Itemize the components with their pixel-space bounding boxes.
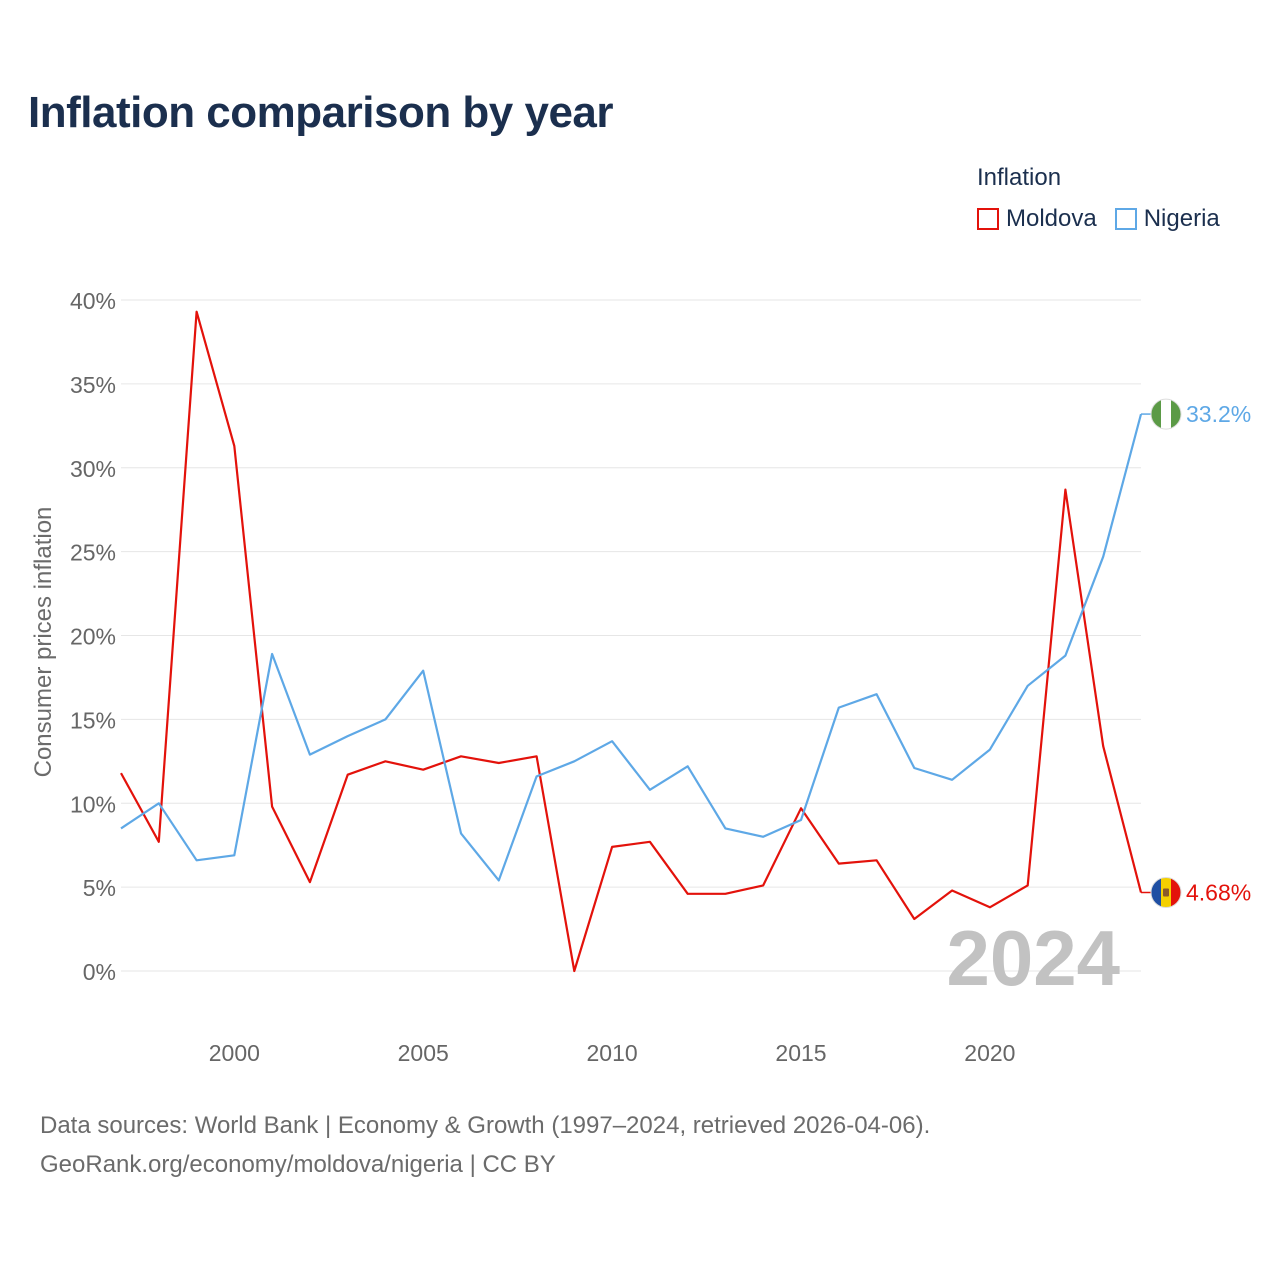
x-tick-label: 2000 [209, 1040, 260, 1066]
y-axis-label: Consumer prices inflation [30, 507, 57, 778]
data-point-nigeria[interactable] [834, 703, 844, 713]
legend-title: Inflation [977, 164, 1062, 191]
data-point-nigeria[interactable] [456, 828, 466, 838]
y-tick-label: 10% [70, 791, 116, 817]
y-tick-label: 40% [70, 288, 116, 314]
data-point-moldova[interactable] [645, 837, 655, 847]
data-point-moldova[interactable] [494, 758, 504, 768]
data-point-nigeria[interactable] [947, 775, 957, 785]
data-point-moldova[interactable] [947, 885, 957, 895]
y-tick-label: 35% [70, 372, 116, 398]
nigeria-flag-icon [1150, 398, 1182, 430]
data-point-nigeria[interactable] [418, 666, 428, 676]
y-tick-label: 25% [70, 540, 116, 566]
y-tick-label: 20% [70, 624, 116, 650]
data-point-moldova[interactable] [834, 859, 844, 869]
x-tick-label: 2005 [398, 1040, 449, 1066]
data-point-nigeria[interactable] [758, 832, 768, 842]
y-tick-label: 30% [70, 456, 116, 482]
data-point-nigeria[interactable] [1060, 651, 1070, 661]
data-point-nigeria[interactable] [872, 689, 882, 699]
data-point-moldova[interactable] [154, 837, 164, 847]
end-labels: 4.68% 33.2% [1141, 398, 1251, 908]
data-point-moldova[interactable] [909, 914, 919, 924]
y-tick-label: 5% [83, 875, 116, 901]
data-point-nigeria[interactable] [1098, 552, 1108, 562]
y-tick-label: 15% [70, 707, 116, 733]
data-point-nigeria[interactable] [116, 823, 126, 833]
legend: Moldova Nigeria [977, 205, 1220, 233]
data-point-nigeria[interactable] [229, 850, 239, 860]
data-point-moldova[interactable] [380, 756, 390, 766]
data-point-moldova[interactable] [569, 966, 579, 976]
data-point-moldova[interactable] [607, 842, 617, 852]
data-point-moldova[interactable] [305, 877, 315, 887]
data-point-moldova[interactable] [872, 855, 882, 865]
legend-item-nigeria[interactable]: Nigeria [1114, 205, 1220, 233]
series-line-nigeria[interactable] [120, 413, 1143, 882]
y-axis-ticks: 0% 5% 10% 15% 20% 25% 30% 35% 40% [70, 288, 116, 985]
data-point-nigeria[interactable] [532, 771, 542, 781]
source-link[interactable]: GeoRank.org/economy/moldova/nigeria | CC… [40, 1151, 556, 1178]
page-title: Inflation comparison by year [28, 88, 614, 137]
data-point-moldova[interactable] [267, 802, 277, 812]
grid [121, 299, 1141, 972]
data-point-nigeria[interactable] [909, 763, 919, 773]
data-point-moldova[interactable] [1060, 485, 1070, 495]
end-value-label-nigeria: 33.2% [1186, 401, 1251, 427]
legend-label-nigeria: Nigeria [1143, 205, 1220, 232]
data-point-moldova[interactable] [985, 902, 995, 912]
data-point-nigeria[interactable] [343, 731, 353, 741]
data-point-nigeria[interactable] [192, 855, 202, 865]
x-tick-label: 2020 [964, 1040, 1015, 1066]
x-tick-label: 2015 [775, 1040, 826, 1066]
data-point-nigeria[interactable] [720, 823, 730, 833]
series-line-moldova[interactable] [120, 310, 1143, 973]
year-watermark: 2024 [946, 914, 1120, 1002]
end-value-label-moldova: 4.68% [1186, 879, 1251, 905]
data-point-moldova[interactable] [1023, 880, 1033, 890]
data-point-moldova[interactable] [532, 751, 542, 761]
moldova-flag-icon [1150, 876, 1182, 908]
data-point-moldova[interactable] [116, 768, 126, 778]
data-point-nigeria[interactable] [305, 750, 315, 760]
legend-item-moldova[interactable]: Moldova [977, 205, 1097, 233]
data-point-nigeria[interactable] [1023, 681, 1033, 691]
data-point-moldova[interactable] [683, 889, 693, 899]
x-tick-label: 2010 [587, 1040, 638, 1066]
data-point-moldova[interactable] [192, 307, 202, 317]
source-text: Data sources: World Bank | Economy & Gro… [40, 1112, 931, 1139]
data-point-nigeria[interactable] [607, 736, 617, 746]
footer: Data sources: World Bank | Economy & Gro… [40, 1106, 930, 1184]
data-point-nigeria[interactable] [683, 761, 693, 771]
data-point-nigeria[interactable] [569, 756, 579, 766]
data-point-nigeria[interactable] [796, 815, 806, 825]
data-point-moldova[interactable] [343, 770, 353, 780]
data-point-nigeria[interactable] [267, 649, 277, 659]
legend-label-moldova: Moldova [1006, 205, 1097, 232]
data-point-moldova[interactable] [229, 441, 239, 451]
legend-swatch-nigeria [1114, 208, 1137, 230]
data-point-nigeria[interactable] [380, 714, 390, 724]
line-chart: 0%5%10%15%20%25%30%35%40% 2000 2005 2010 20… [30, 288, 1251, 1066]
data-point-moldova[interactable] [758, 880, 768, 890]
legend-swatch-moldova [977, 208, 999, 230]
data-point-nigeria[interactable] [645, 785, 655, 795]
y-tick-label: 0% [83, 959, 116, 985]
x-axis-ticks: 2000 2005 2010 2015 2020 [209, 1040, 1016, 1066]
series [116, 307, 1143, 976]
data-point-nigeria[interactable] [985, 745, 995, 755]
data-point-nigeria[interactable] [494, 875, 504, 885]
data-point-moldova[interactable] [456, 751, 466, 761]
data-point-moldova[interactable] [418, 765, 428, 775]
data-point-moldova[interactable] [720, 889, 730, 899]
data-point-nigeria[interactable] [154, 798, 164, 808]
data-point-moldova[interactable] [1098, 741, 1108, 751]
